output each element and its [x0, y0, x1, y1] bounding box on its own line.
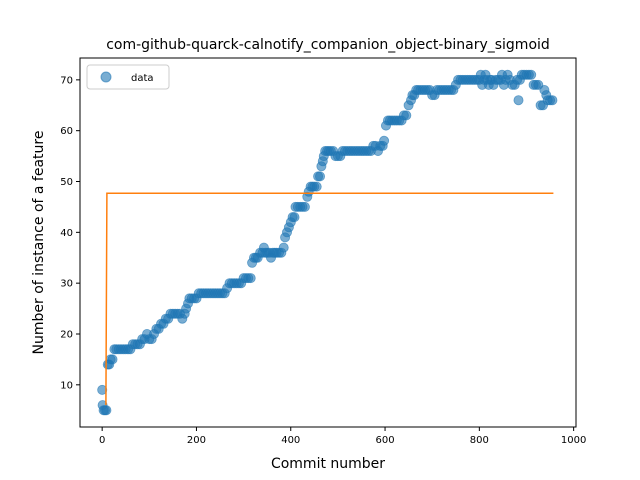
legend-label-data: data — [131, 73, 154, 84]
x-tick-label: 0 — [99, 435, 105, 446]
y-tick-label: 60 — [60, 126, 73, 137]
x-tick-label: 400 — [281, 435, 300, 446]
y-tick-label: 30 — [60, 279, 73, 290]
axes-frame — [79, 57, 577, 428]
data-point — [513, 95, 524, 106]
data-point — [107, 354, 118, 365]
y-axis: 10 20 30 40 50 60 70 — [60, 75, 80, 391]
data-point — [547, 95, 558, 106]
plot-area — [79, 57, 577, 428]
legend-box — [86, 64, 170, 90]
data-point — [311, 181, 322, 192]
data-point — [245, 273, 256, 284]
x-axis: 0 200 400 600 800 1000 — [99, 427, 586, 446]
chart-title: com-github-quarck-calnotify_companion_ob… — [106, 37, 550, 53]
legend-marker-data — [100, 71, 112, 83]
data-point — [526, 69, 537, 80]
data-point — [379, 135, 390, 146]
data-point — [401, 110, 412, 121]
x-tick-label: 200 — [187, 435, 206, 446]
y-tick-label: 70 — [60, 75, 73, 86]
y-tick-label: 20 — [60, 329, 73, 340]
x-tick-label: 600 — [376, 435, 395, 446]
data-layer — [97, 69, 558, 416]
y-tick-label: 50 — [60, 177, 73, 188]
data-point — [97, 384, 108, 395]
legend: data — [86, 64, 170, 90]
y-tick-label: 10 — [60, 380, 73, 391]
data-point — [314, 171, 325, 182]
y-tick-label: 40 — [60, 228, 73, 239]
data-point — [101, 405, 112, 416]
data-point — [299, 201, 310, 212]
data-point — [278, 242, 289, 253]
y-axis-label: Number of instance of a feature — [31, 131, 47, 355]
x-tick-label: 800 — [470, 435, 489, 446]
x-axis-label: Commit number — [271, 456, 385, 472]
data-point — [289, 212, 300, 223]
sigmoid-fit-line — [105, 192, 554, 406]
x-tick-label: 1000 — [561, 435, 586, 446]
